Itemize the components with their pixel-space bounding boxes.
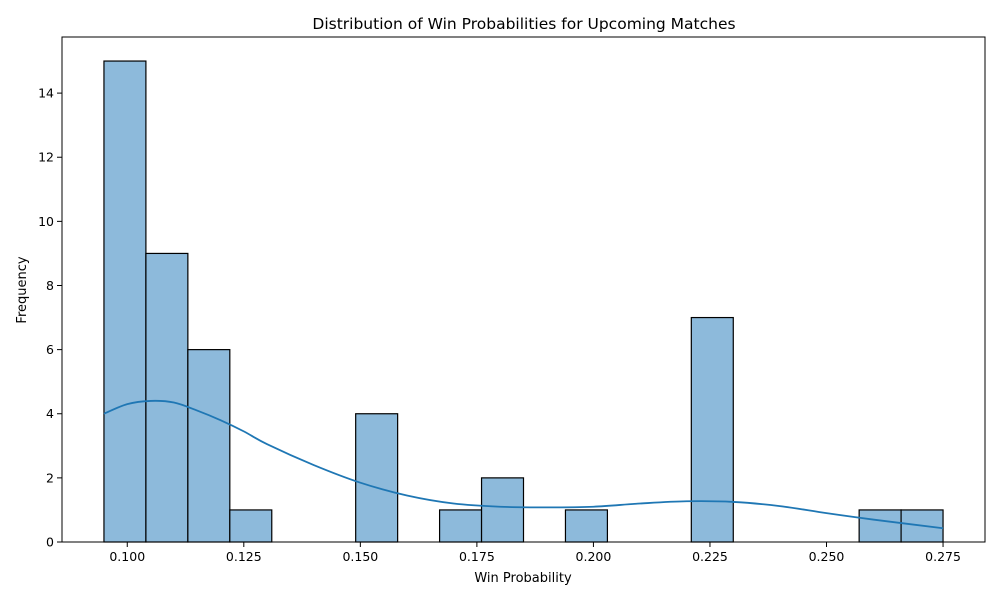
x-axis-label: Win Probability	[474, 571, 572, 586]
y-tick-label: 12	[38, 150, 54, 165]
histogram-bar	[229, 509, 273, 543]
histogram-bar	[103, 60, 147, 543]
y-tick-label: 8	[46, 278, 54, 293]
x-tick-label: 0.125	[226, 549, 262, 564]
histogram-bar	[690, 316, 734, 543]
histogram-bar	[145, 252, 189, 543]
y-tick-label: 4	[46, 406, 54, 421]
y-tick-label: 10	[38, 214, 54, 229]
y-tick-label: 0	[46, 535, 54, 550]
x-tick-label: 0.175	[459, 549, 495, 564]
x-tick-label: 0.100	[109, 549, 145, 564]
histogram-bar	[858, 509, 902, 543]
chart-title: Distribution of Win Probabilities for Up…	[312, 15, 735, 33]
histogram-bar	[480, 477, 525, 543]
y-tick-label: 6	[46, 342, 54, 357]
y-tick-label: 14	[38, 86, 54, 101]
x-tick-label: 0.150	[342, 549, 378, 564]
x-tick-label: 0.225	[692, 549, 728, 564]
x-tick-label: 0.200	[576, 549, 612, 564]
plot-frame	[61, 36, 986, 543]
histogram-bar	[564, 509, 609, 543]
x-tick-label: 0.275	[925, 549, 961, 564]
y-axis-label: Frequency	[15, 256, 30, 323]
x-axis-ticks: 0.100 0.125 0.150 0.175 0.200 0.225 0.250 0.275	[109, 542, 961, 564]
y-tick-label: 2	[46, 470, 54, 485]
x-tick-label: 0.250	[809, 549, 845, 564]
kde-curve	[103, 399, 944, 530]
histogram-bar	[355, 413, 399, 543]
histogram-bars	[103, 60, 944, 543]
histogram-bar	[187, 349, 231, 543]
histogram-bar	[438, 509, 483, 543]
y-axis-ticks: 0 2 4 6 8 10 12 14	[38, 86, 62, 550]
